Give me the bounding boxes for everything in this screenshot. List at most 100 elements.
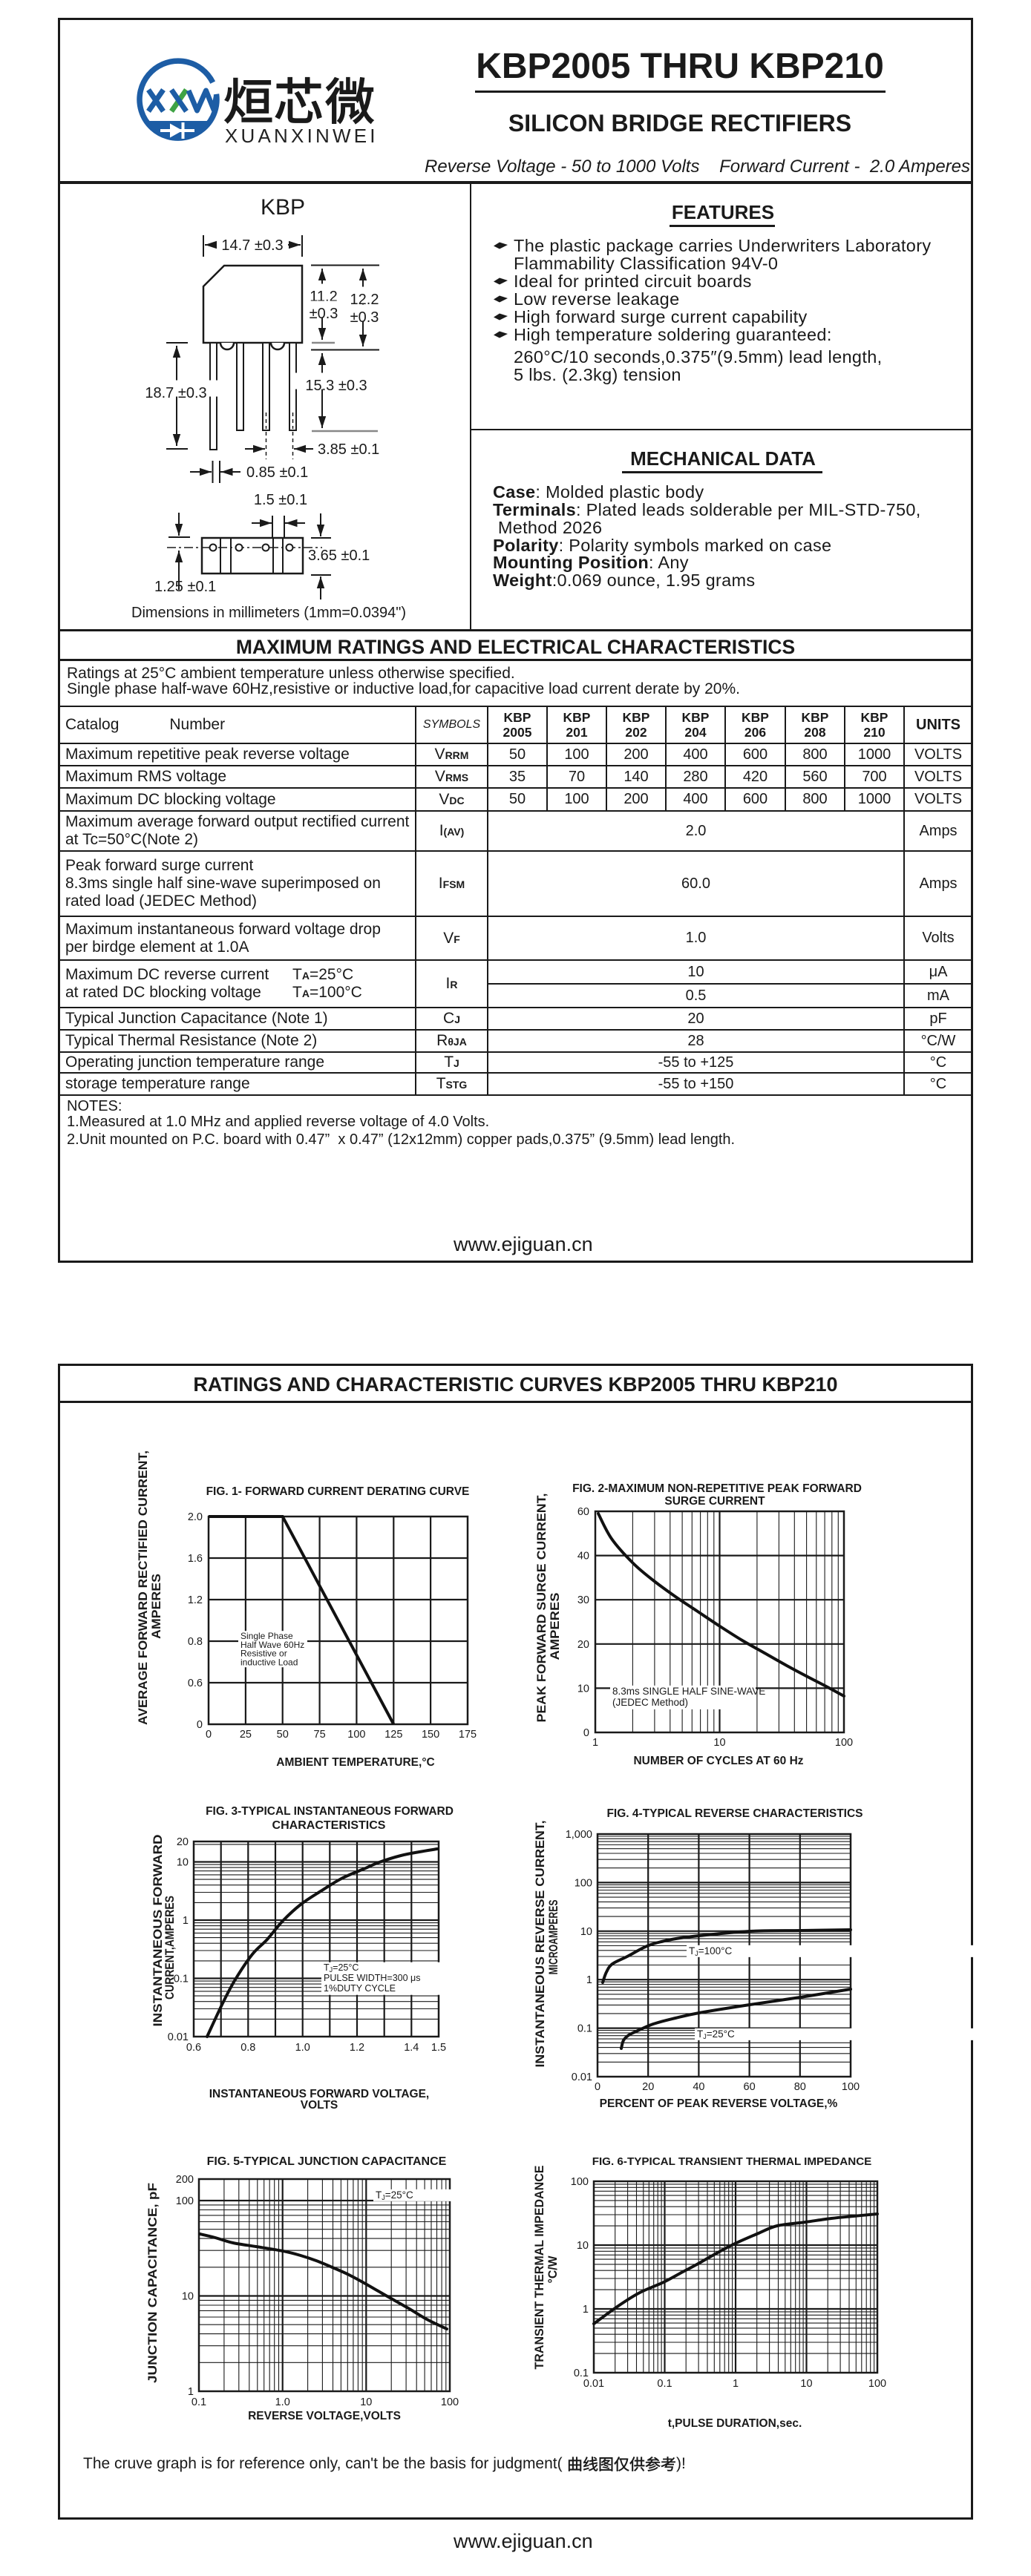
svg-text:25: 25	[240, 1729, 252, 1741]
svg-text:12.2: 12.2	[350, 292, 379, 308]
svg-text:150: 150	[422, 1729, 439, 1741]
svg-text:10: 10	[577, 1683, 589, 1695]
svg-text:Low reverse leakage: Low reverse leakage	[514, 289, 680, 309]
svg-text:1.0: 1.0	[275, 2396, 290, 2408]
svg-text:0.8: 0.8	[240, 2042, 255, 2054]
svg-text:NUMBER OF CYCLES AT 60 Hz: NUMBER OF CYCLES AT 60 Hz	[633, 1755, 803, 1767]
svg-text:1.25 ±0.1: 1.25 ±0.1	[154, 579, 216, 595]
svg-text:0.01: 0.01	[168, 2031, 189, 2043]
svg-text:PERCENT OF PEAK REVERSE VOLTAG: PERCENT OF PEAK REVERSE VOLTAGE,%	[600, 2097, 838, 2110]
svg-text:KBP: KBP	[261, 195, 305, 220]
svg-text:100: 100	[347, 1729, 365, 1741]
svg-text:0: 0	[583, 1727, 589, 1739]
svg-text:0: 0	[206, 1729, 212, 1741]
svg-text:1.2: 1.2	[350, 2042, 364, 2054]
svg-text:1.6: 1.6	[188, 1553, 203, 1565]
svg-text:±0.3: ±0.3	[350, 309, 379, 326]
svg-text:60: 60	[744, 2081, 756, 2093]
svg-text:XUANXINWEI: XUANXINWEI	[225, 125, 379, 147]
svg-text:125: 125	[384, 1729, 402, 1741]
svg-text:(JEDEC Method): (JEDEC Method)	[612, 1697, 688, 1708]
svg-text:1.0: 1.0	[295, 2042, 310, 2054]
svg-text:t,PULSE DURATION,sec.: t,PULSE DURATION,sec.	[668, 2417, 802, 2430]
svg-text:100: 100	[176, 2195, 194, 2207]
svg-text:CURRENT,AMPERES: CURRENT,AMPERES	[163, 1896, 177, 2000]
svg-text:200: 200	[176, 2174, 194, 2186]
svg-text:Ideal for printed circuit boar: Ideal for printed circuit boards	[514, 272, 752, 291]
svg-text:AMBIENT TEMPERATURE,°C: AMBIENT TEMPERATURE,°C	[276, 1756, 434, 1769]
svg-text:FIG. 4-TYPICAL REVERSE CHARACT: FIG. 4-TYPICAL REVERSE CHARACTERISTICS	[606, 1807, 863, 1820]
svg-text:Half Wave 60Hz: Half Wave 60Hz	[240, 1640, 304, 1650]
svg-text:0.1: 0.1	[574, 2368, 589, 2379]
svg-text:175: 175	[459, 1729, 477, 1741]
svg-text:TJ=25°C: TJ=25°C	[324, 1962, 359, 1974]
svg-text:FIG. 2-MAXIMUM NON-REPETITIVE: FIG. 2-MAXIMUM NON-REPETITIVE PEAK FORWA…	[572, 1482, 862, 1495]
svg-text:10: 10	[177, 1857, 189, 1869]
svg-text:1.5: 1.5	[431, 2042, 446, 2054]
svg-text:0.1: 0.1	[174, 1974, 189, 1985]
svg-text:INSTANTANEOUS REVERSE CURRENT,: INSTANTANEOUS REVERSE CURRENT,	[534, 1821, 547, 2068]
svg-text:40: 40	[577, 1551, 589, 1563]
svg-text:Single Phase: Single Phase	[240, 1631, 293, 1641]
svg-text:1: 1	[183, 1915, 189, 1927]
svg-text:1.5 ±0.1: 1.5 ±0.1	[254, 492, 307, 508]
svg-text:Flammability Classification 94: Flammability Classification 94V-0	[514, 254, 778, 273]
svg-text:10: 10	[580, 1926, 592, 1938]
svg-text:260°C/10 seconds,0.375″(9.5mm): 260°C/10 seconds,0.375″(9.5mm) lead leng…	[514, 347, 883, 367]
svg-text:1,000: 1,000	[566, 1829, 592, 1841]
svg-text:100: 100	[571, 2176, 589, 2188]
svg-text:±0.3: ±0.3	[310, 306, 338, 322]
svg-text:inductive Load: inductive Load	[240, 1657, 298, 1667]
svg-text:10: 10	[577, 2240, 589, 2252]
svg-text:60: 60	[577, 1506, 589, 1518]
svg-text:0.01: 0.01	[583, 2378, 604, 2390]
svg-text:0.01: 0.01	[572, 2071, 592, 2083]
svg-text:0.6: 0.6	[188, 1678, 203, 1689]
svg-text:REVERSE VOLTAGE,VOLTS: REVERSE VOLTAGE,VOLTS	[248, 2410, 401, 2422]
svg-text:1.4: 1.4	[404, 2042, 419, 2054]
svg-text:1: 1	[592, 1737, 598, 1749]
svg-text:5 lbs. (2.3kg) tension: 5 lbs. (2.3kg) tension	[514, 365, 681, 384]
svg-text:75: 75	[314, 1729, 326, 1741]
svg-text:0: 0	[595, 2081, 600, 2093]
svg-text:0.8: 0.8	[188, 1636, 203, 1648]
svg-text:CHARACTERISTICS: CHARACTERISTICS	[272, 1819, 386, 1832]
svg-text:FIG. 6-TYPICAL TRANSIENT THERM: FIG. 6-TYPICAL TRANSIENT THERMAL IMPEDAN…	[592, 2155, 872, 2168]
svg-text:0.6: 0.6	[186, 2042, 201, 2054]
svg-text:0.1: 0.1	[577, 2023, 592, 2035]
svg-text:1: 1	[583, 2304, 589, 2316]
svg-text:PULSE WIDTH=300 μs: PULSE WIDTH=300 μs	[324, 1973, 421, 1983]
svg-text:100: 100	[868, 2378, 886, 2390]
svg-text:Resistive or: Resistive or	[240, 1649, 287, 1659]
svg-text:15.3 ±0.3: 15.3 ±0.3	[305, 378, 367, 394]
svg-text:3.85 ±0.1: 3.85 ±0.1	[318, 441, 379, 458]
svg-text:AMPERES: AMPERES	[150, 1574, 163, 1639]
svg-text:1.2: 1.2	[188, 1594, 203, 1606]
svg-text:2.0: 2.0	[188, 1511, 203, 1523]
svg-text:INSTANTANEOUS FORWARD: INSTANTANEOUS FORWARD	[151, 1834, 165, 2026]
svg-text:100: 100	[835, 1737, 853, 1749]
svg-text:1: 1	[586, 1974, 592, 1986]
svg-text:MICROAMPERES: MICROAMPERES	[547, 1900, 560, 1975]
svg-text:SURGE CURRENT: SURGE CURRENT	[664, 1495, 765, 1508]
svg-text:AVERAGE FORWARD RECTIFIED CURR: AVERAGE FORWARD RECTIFIED CURRENT,	[137, 1450, 150, 1725]
svg-text:0.85 ±0.1: 0.85 ±0.1	[246, 464, 308, 481]
svg-text:10: 10	[360, 2396, 372, 2408]
svg-text:The plastic package carries Un: The plastic package carries Underwriters…	[514, 236, 932, 255]
svg-text:20: 20	[177, 1836, 189, 1848]
svg-text:10: 10	[182, 2291, 194, 2303]
svg-text:0.1: 0.1	[657, 2378, 672, 2390]
svg-text:JUNCTION CAPACITANCE, pF: JUNCTION CAPACITANCE, pF	[146, 2183, 160, 2383]
svg-text:TRANSIENT THERMAL IMPEDANCE: TRANSIENT THERMAL IMPEDANCE	[533, 2166, 546, 2370]
svg-text:PEAK FORWARD SURGE CURRENT,: PEAK FORWARD SURGE CURRENT,	[535, 1494, 549, 1723]
svg-text:80: 80	[794, 2081, 806, 2093]
svg-text:Dimensions in millimeters (1mm: Dimensions in millimeters (1mm=0.0394")	[131, 605, 406, 621]
svg-text:°C/W: °C/W	[546, 2255, 560, 2283]
svg-text:FIG. 5-TYPICAL JUNCTION CAPACI: FIG. 5-TYPICAL JUNCTION CAPACITANCE	[207, 2155, 447, 2168]
svg-text:AMPERES: AMPERES	[549, 1593, 562, 1660]
svg-text:High forward surge current cap: High forward surge current capability	[514, 307, 808, 326]
svg-text:FIG. 1- FORWARD CURRENT DERATI: FIG. 1- FORWARD CURRENT DERATING CURVE	[206, 1485, 470, 1498]
svg-text:0.1: 0.1	[192, 2396, 206, 2408]
svg-text:50: 50	[277, 1729, 289, 1741]
svg-text:20: 20	[577, 1639, 589, 1651]
